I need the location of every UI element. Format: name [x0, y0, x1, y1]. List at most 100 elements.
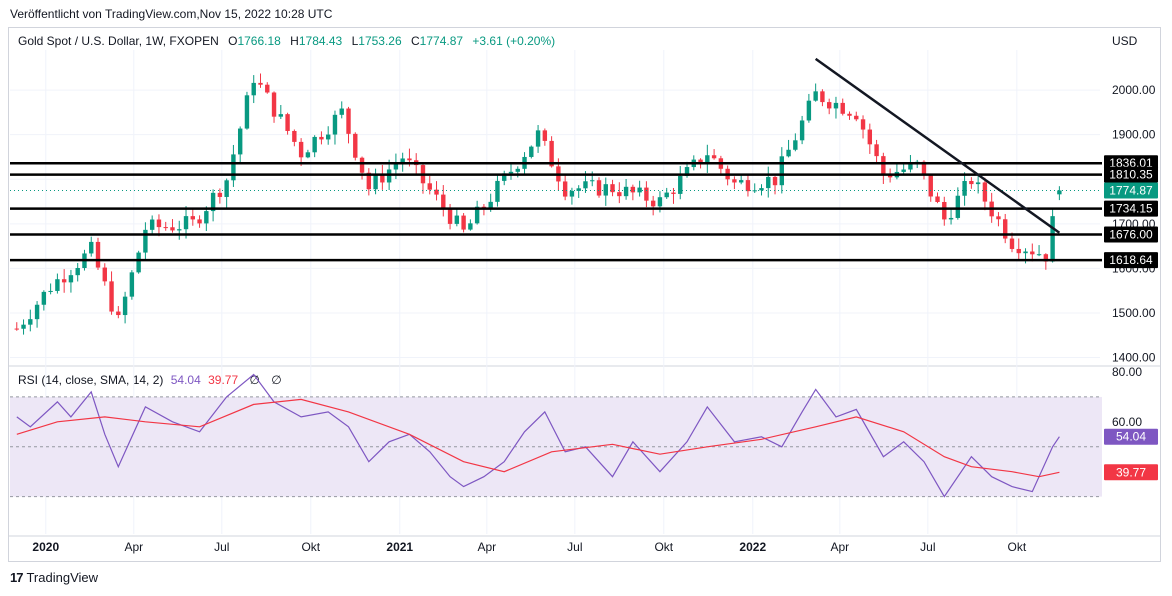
candle-body — [488, 201, 493, 208]
candle-body — [840, 102, 845, 114]
candle-body — [386, 169, 392, 183]
candle-body — [210, 192, 216, 212]
candle-body — [393, 163, 399, 170]
candle-body — [630, 186, 636, 193]
candle-body — [380, 174, 385, 183]
candle-body — [285, 114, 290, 131]
rsi-legend: RSI (14, close, SMA, 14, 2) 54.04 39.77 … — [18, 373, 282, 387]
tradingview-brand: 17 TradingView — [10, 570, 98, 585]
candle-body — [759, 188, 764, 191]
candle-body — [129, 272, 135, 297]
y-tick-label: 1400.00 — [1112, 351, 1156, 365]
candle-body — [231, 154, 236, 181]
x-tick-label: 2022 — [739, 540, 766, 554]
candle-body — [325, 134, 331, 140]
candle-body — [962, 180, 967, 196]
candle-body — [224, 180, 229, 197]
candle-body — [400, 158, 405, 164]
candle-body — [136, 252, 141, 273]
candle-body — [698, 159, 703, 165]
rsi-value-label-bg — [1104, 428, 1158, 445]
candle-body — [353, 133, 358, 158]
price-legend: Gold Spot / U.S. Dollar, 1W, FXOPEN O176… — [18, 34, 555, 48]
candle-body — [461, 215, 466, 230]
candle-body — [806, 100, 812, 121]
visibility-icon[interactable]: ∅ — [271, 373, 282, 387]
candle-body — [603, 184, 608, 196]
candle-body — [644, 187, 649, 201]
visibility-icon[interactable]: ∅ — [249, 373, 260, 387]
candle-body — [982, 182, 988, 202]
candle-body — [258, 82, 263, 85]
candle-body — [549, 140, 554, 167]
candle-body — [271, 92, 277, 117]
y-tick-label: 1900.00 — [1112, 128, 1156, 142]
high-label: H — [290, 34, 299, 48]
candle-body — [143, 229, 148, 253]
x-tick-label: Okt — [1007, 540, 1026, 554]
candle-body — [366, 172, 372, 190]
candle-body — [813, 91, 818, 101]
candle-body — [684, 167, 690, 177]
candle-body — [41, 291, 47, 305]
tradingview-logo-icon: 17 — [10, 570, 24, 585]
y-tick-label: 2000.00 — [1112, 83, 1156, 97]
candle-body — [21, 324, 26, 329]
candle-body — [732, 179, 737, 183]
brand-name: TradingView — [26, 570, 99, 585]
candle-body — [305, 152, 311, 158]
candle-body — [292, 130, 297, 142]
rsi-title: RSI (14, close, SMA, 14, 2) — [18, 373, 164, 387]
level-label: 1734.15 — [1109, 202, 1153, 216]
candle-body — [122, 296, 128, 316]
candle-body — [820, 91, 825, 103]
candle-body — [1016, 248, 1021, 254]
candle-body — [772, 176, 778, 186]
candle-body — [61, 279, 67, 283]
candle-body — [711, 155, 717, 159]
candle-body — [942, 201, 947, 220]
candle-body — [657, 197, 663, 207]
candle-body — [705, 155, 710, 165]
candle-body — [1003, 219, 1008, 239]
candle-body — [373, 174, 378, 190]
rsi-y-tick-label: 60.00 — [1112, 415, 1142, 429]
candle-body — [156, 219, 162, 228]
candle-body — [678, 176, 683, 194]
candle-body — [319, 136, 324, 140]
candle-body — [948, 217, 954, 220]
candle-body — [102, 267, 107, 282]
candle-body — [576, 188, 581, 191]
change-value: +3.61 (+0.20%) — [472, 34, 556, 48]
close-value: 1774.87 — [419, 34, 464, 48]
candle-body — [1043, 254, 1049, 262]
y-tick-label: 1500.00 — [1112, 306, 1156, 320]
x-tick-label: Apr — [124, 540, 143, 554]
candle-body — [847, 113, 852, 116]
candle-body — [95, 241, 101, 268]
rsi-value-label-bg — [1104, 464, 1158, 481]
current-price-label: 1774.87 — [1109, 183, 1153, 197]
candle-body — [887, 175, 893, 178]
candle-body — [935, 196, 940, 202]
candle-body — [1036, 254, 1042, 256]
level-label-bg — [1104, 252, 1158, 269]
candle-body — [190, 216, 195, 220]
candle-body — [590, 180, 595, 182]
candle-body — [116, 311, 121, 316]
candle-body — [163, 227, 168, 229]
candle-body — [89, 241, 94, 254]
candle-body — [738, 180, 744, 183]
candle-body — [34, 304, 40, 320]
trendline-line — [814, 57, 1061, 234]
candle-body — [826, 102, 832, 109]
candle-body — [265, 84, 270, 93]
candle-body — [1030, 251, 1035, 255]
candle-body — [766, 176, 771, 189]
support-resistance-levels — [10, 161, 1102, 262]
candle-body — [346, 108, 351, 134]
candle-body — [508, 171, 514, 174]
candle-body — [569, 190, 575, 197]
candle-body — [197, 219, 202, 224]
